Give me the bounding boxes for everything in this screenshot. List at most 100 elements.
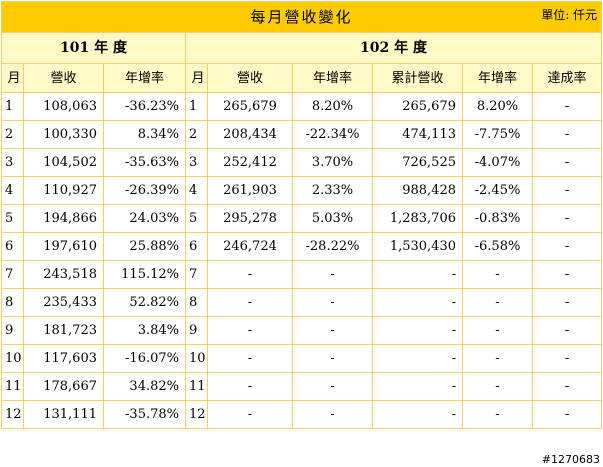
year-group-row: 101 年 度 102 年 度 [1,32,603,64]
cell-revenue-2013: - [207,400,293,429]
year-2012-header: 101 年 度 [1,32,186,64]
cell-achievement: - [531,316,603,345]
cell-revenue-2012: 178,667 [23,372,104,401]
table-row: 8 235,433 52.82% 8- - - - - [1,288,603,317]
col-month-2012: 月 [1,63,24,93]
cell-month-2013: 8 [185,288,208,317]
cell-revenue-2013: 295,278 [207,204,293,233]
cell-achievement: - [531,260,603,289]
cell-month-2013: 1 [185,92,208,121]
cell-month-2012: 2 [1,120,24,149]
cell-revenue-2012: 194,866 [23,204,104,233]
cell-revenue-2012: 108,063 [23,92,104,121]
table-row: 10 117,603 -16.07% 10- - - - - [1,344,603,373]
col-revenue-2013: 營收 [207,63,293,93]
cell-revenue-2013: 252,412 [207,148,293,177]
cell-revenue-2013: - [207,316,293,345]
cell-cumulative: 265,679 [372,92,463,121]
cell-revenue-2012: 235,433 [23,288,104,317]
cell-cumulative-yoy: - [462,400,533,429]
cell-cumulative: - [372,372,463,401]
cell-revenue-2013: 265,679 [207,92,293,121]
cell-revenue-2013: - [207,344,293,373]
cell-revenue-2013: - [207,260,293,289]
cell-yoy-2013: - [292,260,373,289]
cell-yoy-2013: - [292,316,373,345]
table-row: 2 100,330 8.34% 2 208,434 -22.34% 474,113 -7.75… [1,120,603,149]
cell-revenue-2013: 208,434 [207,120,293,149]
cell-revenue-2012: 110,927 [23,176,104,205]
watermark: #1270683 [540,453,601,466]
cell-month-2013: 12 [185,400,208,429]
cell-month-2012: 3 [1,148,24,177]
table-row: 12 131,111 -35.78% 12- - - - - [1,400,603,429]
cell-cumulative: - [372,260,463,289]
cell-yoy-2012: -16.07% [103,344,186,373]
col-achievement: 達成率 [531,63,603,93]
table-row: 1 108,063 -36.23% 1 265,679 8.20% 265,679 8.20%… [1,92,603,121]
cell-cumulative: - [372,316,463,345]
cell-cumulative-yoy: - [462,316,533,345]
cell-cumulative: 988,428 [372,176,463,205]
cell-cumulative-yoy: - [462,260,533,289]
cell-yoy-2012: 52.82% [103,288,186,317]
cell-month-2012: 8 [1,288,24,317]
cell-revenue-2012: 117,603 [23,344,104,373]
cell-revenue-2012: 100,330 [23,120,104,149]
revenue-table-container: 每月營收變化 單位: 仟元 101 年 度 102 年 度 月 營收 年增率 月… [0,1,603,429]
cell-yoy-2012: 25.88% [103,232,186,261]
table-row: 5 194,866 24.03% 5 295,278 5.03% 1,283,706 -0.8… [1,204,603,233]
col-yoy-2012: 年增率 [103,63,186,93]
table-row: 3 104,502 -35.63% 3 252,412 3.70% 726,525 -4.07… [1,148,603,177]
cell-yoy-2013: 8.20% [292,92,373,121]
cell-month-2013: 2 [185,120,208,149]
table-row: 7 243,518 115.12% 7- - - - - [1,260,603,289]
cell-yoy-2013: - [292,400,373,429]
cell-cumulative: - [372,400,463,429]
title-cell: 每月營收變化 單位: 仟元 [0,1,603,33]
cell-achievement: - [531,120,603,149]
cell-yoy-2013: 5.03% [292,204,373,233]
cell-revenue-2012: 197,610 [23,232,104,261]
cell-revenue-2012: 131,111 [23,400,104,429]
cell-yoy-2012: 24.03% [103,204,186,233]
cell-cumulative-yoy: - [462,372,533,401]
cell-cumulative: 726,525 [372,148,463,177]
cell-month-2013: 9 [185,316,208,345]
cell-yoy-2012: 115.12% [103,260,186,289]
cell-cumulative-yoy: - [462,344,533,373]
cell-revenue-2013: - [207,288,293,317]
year-2013-header: 102 年 度 [184,32,603,64]
cell-achievement: - [531,148,603,177]
cell-month-2012: 5 [1,204,24,233]
table-row: 11 178,667 34.82% 11- - - - - [1,372,603,401]
cell-month-2013: 5 [185,204,208,233]
col-cumulative: 累計營收 [372,63,463,93]
cell-yoy-2013: - [292,372,373,401]
cell-month-2013: 10 [185,344,208,373]
cell-yoy-2012: -35.78% [103,400,186,429]
cell-achievement: - [531,288,603,317]
table-row: 4 110,927 -26.39% 4 261,903 2.33% 988,428 -2.45… [1,176,603,205]
table-row: 9 181,723 3.84% 9- - - - - [1,316,603,345]
cell-yoy-2012: 34.82% [103,372,186,401]
cell-yoy-2013: -22.34% [292,120,373,149]
cell-yoy-2013: - [292,288,373,317]
cell-revenue-2012: 181,723 [23,316,104,345]
cell-cumulative: 474,113 [372,120,463,149]
cell-achievement: - [531,92,603,121]
cell-achievement: - [531,232,603,261]
cell-yoy-2012: -36.23% [103,92,186,121]
cell-achievement: - [531,344,603,373]
cell-yoy-2013: 2.33% [292,176,373,205]
cell-cumulative-yoy: -6.58% [462,232,533,261]
cell-month-2012: 7 [1,260,24,289]
cell-yoy-2013: - [292,344,373,373]
title-row: 每月營收變化 單位: 仟元 [0,1,603,33]
cell-yoy-2012: -26.39% [103,176,186,205]
cell-month-2012: 11 [1,372,24,401]
cell-month-2012: 6 [1,232,24,261]
cell-yoy-2013: 3.70% [292,148,373,177]
cell-month-2013: 4 [185,176,208,205]
cell-month-2012: 1 [1,92,24,121]
